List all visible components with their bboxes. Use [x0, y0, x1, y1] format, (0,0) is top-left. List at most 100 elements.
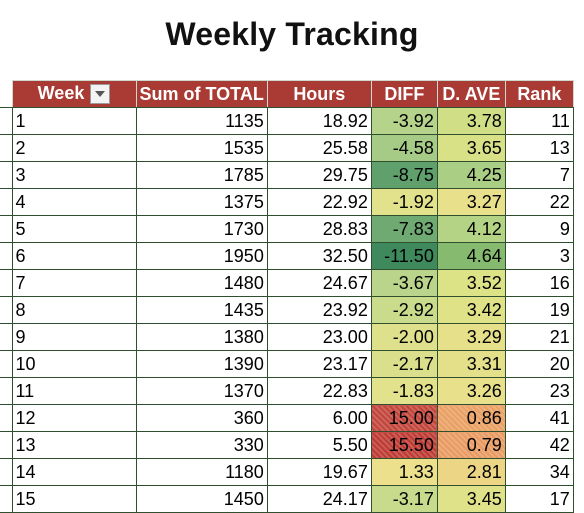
cell-d-ave[interactable]: 3.26 [436, 377, 506, 405]
cell-week[interactable]: 1 [11, 107, 137, 135]
cell-sum-total[interactable]: 1380 [135, 323, 268, 351]
cell-d-ave[interactable]: 0.79 [436, 431, 506, 459]
cell-week[interactable]: 12 [11, 404, 137, 432]
cell-rank[interactable]: 9 [504, 215, 574, 243]
cell-week[interactable]: 9 [11, 323, 137, 351]
cell-rank[interactable]: 7 [504, 161, 574, 189]
cell-diff[interactable]: -3.67 [370, 269, 438, 297]
cell-rank[interactable]: 13 [504, 134, 574, 162]
cell-rank[interactable]: 21 [504, 323, 574, 351]
cell-hours[interactable]: 22.92 [266, 188, 372, 216]
cell-d-ave[interactable]: 3.42 [436, 296, 506, 324]
cell-d-ave[interactable]: 2.81 [436, 458, 506, 486]
cell-hours[interactable]: 22.83 [266, 377, 372, 405]
cell-week[interactable]: 10 [11, 350, 137, 378]
cell-week[interactable]: 6 [11, 242, 137, 270]
cell-d-ave[interactable]: 3.65 [436, 134, 506, 162]
cell-hours[interactable]: 25.58 [266, 134, 372, 162]
cell-week[interactable]: 14 [11, 458, 137, 486]
cell-d-ave[interactable]: 3.27 [436, 188, 506, 216]
cell-d-ave[interactable]: 3.45 [436, 485, 506, 513]
column-header-diff[interactable]: DIFF [370, 80, 438, 108]
cell-hours[interactable]: 19.67 [266, 458, 372, 486]
cell-diff[interactable]: -11.50 [370, 242, 438, 270]
cell-diff[interactable]: 15.00 [370, 404, 438, 432]
cell-week[interactable]: 13 [11, 431, 137, 459]
cell-hours[interactable]: 18.92 [266, 107, 372, 135]
cell-diff[interactable]: -1.83 [370, 377, 438, 405]
cell-rank[interactable]: 41 [504, 404, 574, 432]
table-row: 5 1730 28.83 -7.83 4.12 9 [0, 215, 574, 243]
cell-rank[interactable]: 16 [504, 269, 574, 297]
cell-rank[interactable]: 11 [504, 107, 574, 135]
cell-sum-total[interactable]: 1730 [135, 215, 268, 243]
cell-d-ave[interactable]: 4.64 [436, 242, 506, 270]
cell-week[interactable]: 11 [11, 377, 137, 405]
cell-rank[interactable]: 23 [504, 377, 574, 405]
cell-sum-total[interactable]: 1375 [135, 188, 268, 216]
cell-hours[interactable]: 29.75 [266, 161, 372, 189]
cell-sum-total[interactable]: 1180 [135, 458, 268, 486]
cell-diff[interactable]: 1.33 [370, 458, 438, 486]
cell-hours[interactable]: 28.83 [266, 215, 372, 243]
cell-sum-total[interactable]: 360 [135, 404, 268, 432]
cell-d-ave[interactable]: 4.25 [436, 161, 506, 189]
cell-rank[interactable]: 34 [504, 458, 574, 486]
column-header-hours[interactable]: Hours [266, 80, 372, 108]
cell-rank[interactable]: 20 [504, 350, 574, 378]
cell-sum-total[interactable]: 1785 [135, 161, 268, 189]
cell-diff[interactable]: -3.17 [370, 485, 438, 513]
cell-hours[interactable]: 6.00 [266, 404, 372, 432]
cell-d-ave[interactable]: 3.29 [436, 323, 506, 351]
column-header-d-ave[interactable]: D. AVE [436, 80, 506, 108]
cell-hours[interactable]: 23.92 [266, 296, 372, 324]
table-row: 6 1950 32.50 -11.50 4.64 3 [0, 242, 574, 270]
cell-diff[interactable]: -7.83 [370, 215, 438, 243]
cell-rank[interactable]: 22 [504, 188, 574, 216]
cell-week[interactable]: 2 [11, 134, 137, 162]
cell-week[interactable]: 4 [11, 188, 137, 216]
cell-hours[interactable]: 5.50 [266, 431, 372, 459]
cell-rank[interactable]: 3 [504, 242, 574, 270]
cell-diff[interactable]: 15.50 [370, 431, 438, 459]
cell-diff[interactable]: -2.92 [370, 296, 438, 324]
cell-sum-total[interactable]: 1390 [135, 350, 268, 378]
cell-hours[interactable]: 23.00 [266, 323, 372, 351]
table-row: 7 1480 24.67 -3.67 3.52 16 [0, 269, 574, 297]
cell-sum-total[interactable]: 330 [135, 431, 268, 459]
cell-week[interactable]: 5 [11, 215, 137, 243]
cell-d-ave[interactable]: 4.12 [436, 215, 506, 243]
cell-sum-total[interactable]: 1535 [135, 134, 268, 162]
column-header-week[interactable]: Week [11, 80, 137, 108]
cell-diff[interactable]: -2.17 [370, 350, 438, 378]
cell-sum-total[interactable]: 1450 [135, 485, 268, 513]
cell-diff[interactable]: -2.00 [370, 323, 438, 351]
cell-sum-total[interactable]: 1950 [135, 242, 268, 270]
cell-sum-total[interactable]: 1135 [135, 107, 268, 135]
cell-sum-total[interactable]: 1370 [135, 377, 268, 405]
cell-hours[interactable]: 32.50 [266, 242, 372, 270]
cell-d-ave[interactable]: 3.31 [436, 350, 506, 378]
cell-diff[interactable]: -1.92 [370, 188, 438, 216]
cell-diff[interactable]: -3.92 [370, 107, 438, 135]
cell-hours[interactable]: 23.17 [266, 350, 372, 378]
cell-rank[interactable]: 19 [504, 296, 574, 324]
filter-dropdown-icon[interactable] [90, 83, 111, 104]
cell-week[interactable]: 8 [11, 296, 137, 324]
cell-d-ave[interactable]: 3.78 [436, 107, 506, 135]
column-header-rank[interactable]: Rank [504, 80, 574, 108]
column-header-sum-total[interactable]: Sum of TOTAL [135, 80, 268, 108]
cell-week[interactable]: 15 [11, 485, 137, 513]
cell-d-ave[interactable]: 0.86 [436, 404, 506, 432]
cell-sum-total[interactable]: 1435 [135, 296, 268, 324]
cell-hours[interactable]: 24.67 [266, 269, 372, 297]
cell-sum-total[interactable]: 1480 [135, 269, 268, 297]
cell-week[interactable]: 7 [11, 269, 137, 297]
cell-diff[interactable]: -4.58 [370, 134, 438, 162]
cell-d-ave[interactable]: 3.52 [436, 269, 506, 297]
cell-rank[interactable]: 42 [504, 431, 574, 459]
cell-diff[interactable]: -8.75 [370, 161, 438, 189]
cell-week[interactable]: 3 [11, 161, 137, 189]
cell-hours[interactable]: 24.17 [266, 485, 372, 513]
cell-rank[interactable]: 17 [504, 485, 574, 513]
